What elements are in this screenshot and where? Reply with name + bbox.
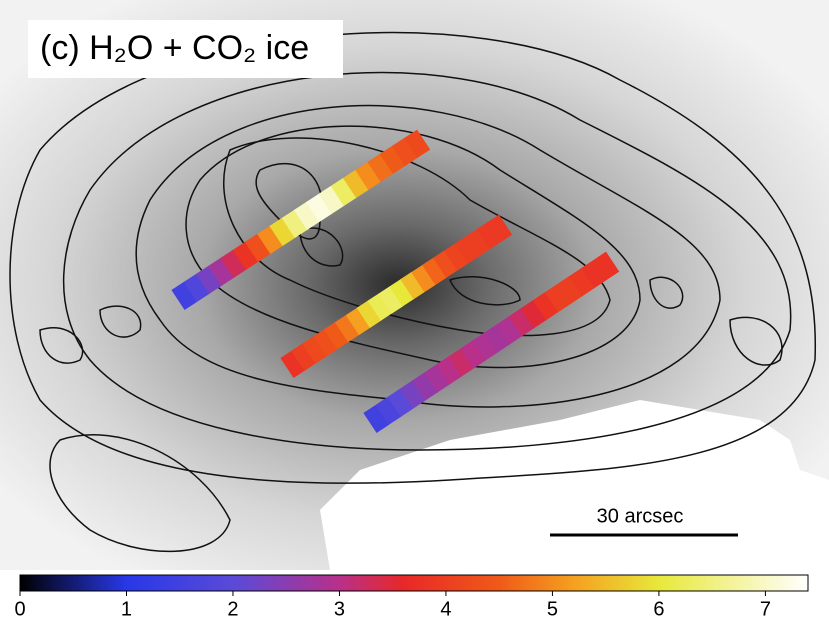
strip-cell bbox=[375, 396, 402, 425]
strip-cell bbox=[345, 307, 371, 336]
colorbar-tick-label: 1 bbox=[121, 598, 132, 620]
strip-cell bbox=[465, 228, 491, 257]
strip-cell bbox=[195, 265, 222, 294]
strip-cell bbox=[306, 193, 333, 222]
colorbar-tick-label: 6 bbox=[653, 598, 664, 620]
strip-cell bbox=[208, 257, 235, 286]
strip-cell bbox=[472, 332, 499, 361]
strip-cell bbox=[476, 221, 502, 250]
strip-cell bbox=[232, 241, 259, 270]
colorbar bbox=[19, 574, 809, 592]
strip-cell bbox=[399, 380, 426, 409]
strip-cell bbox=[532, 291, 559, 321]
blank-region bbox=[320, 400, 829, 570]
scale-bar-label: 30 arcsec bbox=[597, 505, 684, 527]
strip-cell bbox=[454, 236, 480, 264]
colorbar-tick-label: 3 bbox=[334, 598, 345, 620]
strip-cell bbox=[448, 348, 475, 377]
strip-cell bbox=[379, 145, 406, 174]
strip-cell bbox=[400, 271, 425, 300]
colorbar-tick-label: 5 bbox=[547, 598, 558, 620]
chart-title: (c) H₂O + CO₂ ice bbox=[40, 29, 309, 67]
strip-cell bbox=[367, 293, 393, 321]
strip-cell bbox=[422, 257, 447, 286]
strip-cell bbox=[433, 250, 458, 278]
strip bbox=[280, 214, 513, 378]
strip-cell bbox=[280, 350, 305, 378]
strip bbox=[363, 251, 620, 433]
strip-cell bbox=[557, 275, 583, 305]
strip-cell bbox=[391, 137, 418, 166]
strip-cell bbox=[508, 308, 535, 337]
strip-cell bbox=[581, 259, 608, 289]
colorbar-tick-label: 0 bbox=[14, 598, 25, 620]
title-box bbox=[28, 20, 343, 78]
strip-cell bbox=[378, 286, 404, 314]
strip-cell bbox=[389, 279, 414, 307]
strip-cell bbox=[281, 209, 308, 238]
strip-cell bbox=[318, 185, 345, 214]
strip-cell bbox=[484, 324, 511, 353]
strip-cell bbox=[293, 201, 320, 230]
strip-cell bbox=[520, 299, 547, 329]
strip-cell bbox=[460, 340, 487, 369]
colorbar-tick-label: 7 bbox=[760, 598, 771, 620]
colorbar-tick-label: 2 bbox=[227, 598, 238, 620]
strip-cell bbox=[496, 316, 523, 345]
colorbar-tick-label: 4 bbox=[440, 598, 451, 620]
strip-cell bbox=[356, 300, 382, 328]
strip-cell bbox=[313, 329, 338, 357]
strip-cell bbox=[330, 177, 357, 206]
strip bbox=[171, 129, 431, 310]
strip-cell bbox=[220, 249, 247, 278]
strip-cell bbox=[404, 129, 431, 158]
strip-cell bbox=[487, 214, 513, 243]
strip-cell bbox=[544, 283, 571, 313]
strip-cell bbox=[324, 321, 349, 350]
strip-cell bbox=[334, 314, 360, 343]
strip-cell bbox=[257, 225, 284, 254]
strip-cell bbox=[363, 404, 390, 433]
strip-cell bbox=[302, 336, 327, 364]
strip-cell bbox=[423, 364, 450, 393]
strip-cell bbox=[342, 169, 369, 198]
strip-cell bbox=[291, 343, 316, 371]
strip-cell bbox=[593, 251, 620, 280]
strip-cell bbox=[367, 153, 394, 182]
strip-cell bbox=[183, 273, 210, 302]
strip-cell bbox=[244, 233, 271, 262]
strip-cell bbox=[569, 267, 596, 297]
strip-cell bbox=[411, 264, 436, 293]
strip-cell bbox=[355, 161, 382, 190]
strip-cell bbox=[171, 281, 198, 310]
strip-cell bbox=[411, 372, 438, 401]
strip-cell bbox=[269, 217, 296, 246]
strip-cell bbox=[436, 356, 462, 385]
strip-cell bbox=[443, 243, 469, 271]
strip-cell bbox=[387, 388, 414, 417]
